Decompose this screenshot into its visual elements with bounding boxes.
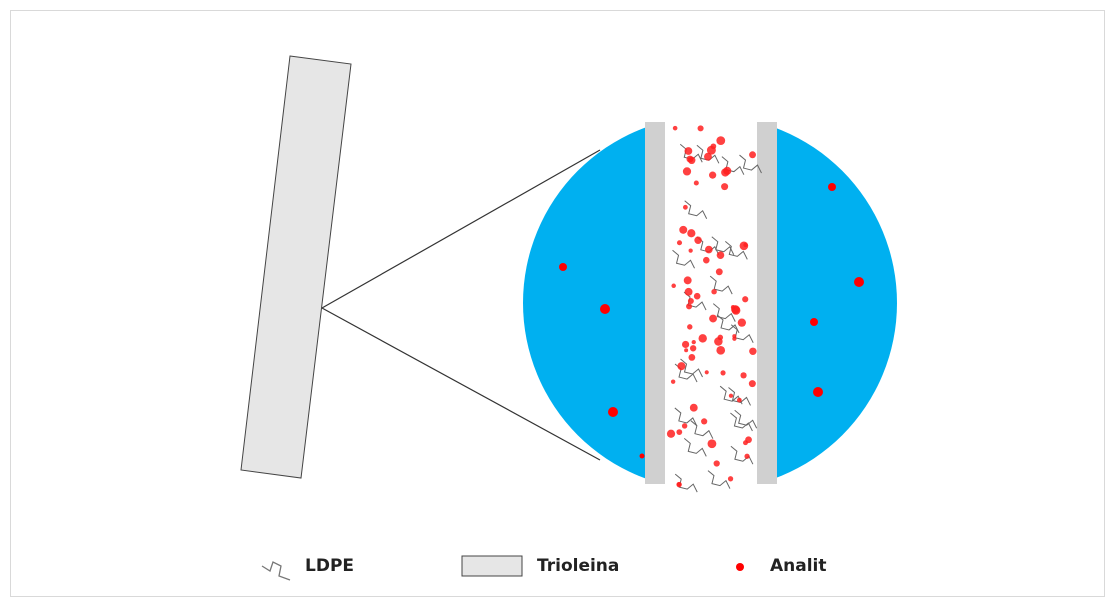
analyte bbox=[738, 319, 746, 327]
analyte bbox=[559, 263, 567, 271]
analyte bbox=[600, 304, 610, 314]
analyte bbox=[745, 436, 752, 443]
analyte bbox=[711, 143, 717, 149]
analyte bbox=[694, 180, 699, 185]
membrane-left bbox=[645, 122, 665, 484]
analyte bbox=[737, 398, 742, 403]
analyte bbox=[720, 370, 725, 375]
analyte bbox=[689, 249, 693, 253]
analyte bbox=[749, 380, 756, 387]
analyte bbox=[690, 345, 696, 351]
analyte bbox=[677, 240, 682, 245]
analyte bbox=[749, 348, 756, 355]
analyte bbox=[671, 284, 676, 289]
analyte bbox=[667, 430, 675, 438]
legend-label: Trioleina bbox=[537, 556, 619, 576]
analyte bbox=[694, 237, 701, 244]
analyte bbox=[714, 460, 720, 466]
analyte bbox=[688, 298, 694, 304]
analyte bbox=[740, 242, 749, 251]
analyte bbox=[682, 341, 689, 348]
legend-triolein-icon bbox=[462, 556, 522, 576]
analyte bbox=[703, 257, 710, 264]
analyte bbox=[728, 476, 733, 481]
analyte bbox=[698, 125, 704, 131]
analyte bbox=[716, 268, 723, 275]
analyte bbox=[708, 439, 717, 448]
membrane-right bbox=[757, 122, 777, 484]
analyte bbox=[711, 289, 716, 294]
legend-label: Analit bbox=[770, 556, 827, 576]
analyte bbox=[688, 157, 695, 164]
analyte bbox=[684, 276, 692, 284]
analyte bbox=[608, 407, 618, 417]
analyte bbox=[744, 454, 749, 459]
analyte bbox=[686, 303, 692, 309]
legend-analyte-icon bbox=[736, 563, 744, 571]
analyte bbox=[690, 404, 698, 412]
analyte bbox=[828, 183, 836, 191]
analyte bbox=[685, 288, 693, 296]
analyte bbox=[709, 172, 716, 179]
analyte bbox=[701, 418, 707, 424]
analyte bbox=[676, 429, 682, 435]
analyte bbox=[729, 394, 733, 398]
analyte bbox=[718, 335, 724, 341]
analyte bbox=[683, 167, 691, 175]
diagram: LDPE Trioleina Analit bbox=[0, 0, 1115, 607]
analyte bbox=[679, 226, 687, 234]
analyte bbox=[694, 293, 701, 300]
analyte bbox=[683, 205, 688, 210]
analyte bbox=[687, 229, 695, 237]
analyte bbox=[682, 423, 687, 428]
analyte bbox=[721, 168, 729, 176]
analyte bbox=[709, 315, 717, 323]
analyte bbox=[716, 136, 725, 145]
analyte bbox=[677, 482, 682, 487]
analyte bbox=[699, 334, 707, 342]
analyte bbox=[705, 370, 709, 374]
analyte bbox=[717, 251, 725, 259]
analyte bbox=[732, 334, 736, 338]
analyte bbox=[692, 340, 696, 344]
analyte bbox=[813, 387, 823, 397]
legend-label: LDPE bbox=[305, 556, 354, 576]
analyte bbox=[673, 126, 678, 131]
analyte bbox=[684, 147, 692, 155]
analyte bbox=[640, 454, 645, 459]
analyte bbox=[671, 379, 675, 383]
analyte bbox=[749, 151, 756, 158]
analyte bbox=[854, 277, 864, 287]
analyte bbox=[716, 346, 725, 355]
analyte bbox=[742, 296, 748, 302]
analyte bbox=[740, 372, 746, 378]
analyte bbox=[687, 324, 692, 329]
analyte bbox=[810, 318, 818, 326]
analyte bbox=[677, 362, 685, 370]
analyte bbox=[684, 348, 688, 352]
analyte bbox=[688, 354, 695, 361]
analyte bbox=[731, 305, 735, 309]
analyte bbox=[705, 246, 713, 254]
analyte bbox=[721, 183, 728, 190]
